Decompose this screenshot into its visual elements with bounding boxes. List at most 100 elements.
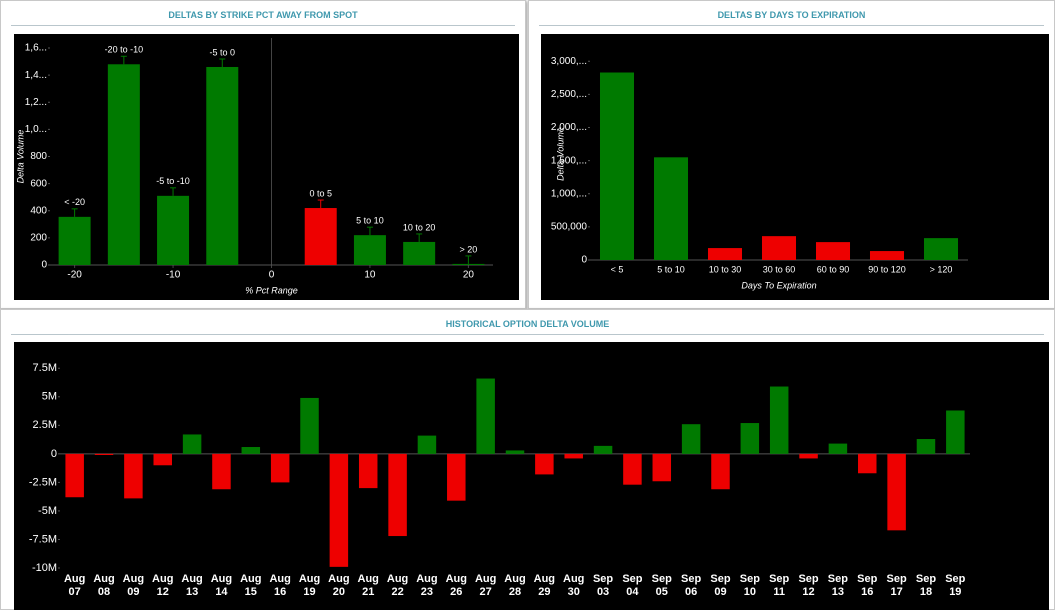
bar xyxy=(300,397,319,454)
bar xyxy=(358,453,378,489)
x-tick-label: Sep 12 xyxy=(798,573,819,598)
bar xyxy=(828,443,848,454)
bar xyxy=(916,439,936,454)
y-tick-label: -10M xyxy=(32,562,57,574)
y-tick-label: 0 xyxy=(51,448,57,460)
x-tick-label: Aug 23 xyxy=(416,573,438,598)
bar xyxy=(124,453,143,499)
bar xyxy=(740,423,760,454)
bar xyxy=(761,236,797,260)
x-tick-label: Aug 09 xyxy=(122,573,145,598)
bar xyxy=(107,64,140,266)
bar xyxy=(270,453,290,483)
y-tick-label: 1,2... xyxy=(25,97,47,108)
x-tick-label: 20 xyxy=(463,270,475,281)
x-tick-label: Aug 26 xyxy=(445,573,467,598)
bar xyxy=(182,434,202,454)
y-axis-title: Delta Volume xyxy=(15,130,25,184)
bar xyxy=(707,248,743,260)
x-tick-label: Sep 11 xyxy=(769,573,790,598)
bar xyxy=(206,66,239,265)
x-tick-label: Sep 09 xyxy=(710,573,731,598)
x-tick-label: Aug 29 xyxy=(533,573,556,598)
bar-label: 5 to 10 xyxy=(356,216,384,226)
bar xyxy=(353,235,386,265)
y-tick-label: -7.5M xyxy=(29,533,57,545)
bar xyxy=(923,238,959,260)
x-tick-label: 5 to 10 xyxy=(657,264,685,274)
bar xyxy=(564,453,583,459)
y-tick-label: 600 xyxy=(30,178,47,189)
x-tick-label: Aug 16 xyxy=(269,573,291,598)
bar xyxy=(212,453,231,490)
plot-area: 0 200 400 600 800 1,0... 1,2... 1,4... 1,6... Del… xyxy=(14,34,519,300)
x-tick-label: Aug 30 xyxy=(563,573,585,598)
bar xyxy=(447,453,466,501)
bar-label: -20 to -10 xyxy=(105,45,144,55)
x-tick-label: Sep 16 xyxy=(857,573,878,598)
chart: 02004006008001,0...1,2...1,4...1,6...Del… xyxy=(15,38,493,295)
y-tick-label: 2.5M xyxy=(33,419,57,431)
x-tick-label: Aug 12 xyxy=(152,573,174,598)
y-tick-label: 5M xyxy=(42,391,57,403)
x-tick-label: Aug 08 xyxy=(93,573,115,598)
y-tick-label: -2.5M xyxy=(29,476,57,488)
panel-title: DELTAS BY STRIKE PCT AWAY FROM SPOT xyxy=(11,10,515,26)
x-tick-label: Sep 03 xyxy=(592,573,614,598)
bar xyxy=(799,453,818,459)
bar xyxy=(815,242,851,260)
y-tick-label: 1,0... xyxy=(25,124,47,135)
x-tick-label: Aug 27 xyxy=(474,573,497,598)
plot-area: 0 500,000 1,000,... 1,500,... 2,000,... 2,500… xyxy=(541,34,1049,300)
y-tick-label: -5M xyxy=(38,505,57,517)
panel-title: DELTAS BY DAYS TO EXPIRATION xyxy=(539,10,1044,26)
x-tick-label: Aug 14 xyxy=(210,573,233,598)
bar xyxy=(94,453,114,456)
y-tick-label: 800 xyxy=(30,151,47,162)
x-tick-label: -20 xyxy=(67,270,82,281)
y-tick-label: 1,6... xyxy=(25,43,47,54)
bar-label: < -20 xyxy=(64,197,85,207)
y-tick-label: 500,000 xyxy=(551,222,588,233)
bar xyxy=(58,216,91,265)
x-tick-label: Aug 15 xyxy=(240,573,262,598)
x-tick-label: Aug 19 xyxy=(298,573,321,598)
x-tick-label: Sep 18 xyxy=(915,573,937,598)
bar xyxy=(452,263,485,265)
x-tick-label: 10 to 30 xyxy=(709,264,742,274)
y-tick-label: 1,4... xyxy=(25,70,47,81)
y-tick-label: 0 xyxy=(581,255,587,266)
x-tick-label: Aug 22 xyxy=(386,573,409,598)
bar xyxy=(505,450,525,454)
bar xyxy=(623,453,642,485)
bar xyxy=(946,410,965,454)
bar-label: 0 to 5 xyxy=(309,188,332,198)
x-tick-label: 90 to 120 xyxy=(868,264,906,274)
y-tick-label: 7.5M xyxy=(33,362,57,374)
x-axis-title: % Pct Range xyxy=(245,285,298,295)
bar xyxy=(652,453,672,482)
x-tick-label: Sep 13 xyxy=(827,573,848,598)
x-tick-label: 10 xyxy=(364,270,376,281)
bar-label: -5 to 0 xyxy=(210,47,236,57)
x-tick-label: Sep 19 xyxy=(945,573,966,598)
x-tick-label: < 5 xyxy=(611,264,624,274)
bar xyxy=(403,241,436,265)
bar xyxy=(388,453,407,537)
bar xyxy=(711,453,730,490)
y-tick-label: 1,500,... xyxy=(551,155,587,166)
chart: 0 500,000 1,000,... 1,500,... 2,000,... 2,500… xyxy=(551,56,968,290)
bar xyxy=(593,445,613,454)
x-tick-label: Sep 05 xyxy=(651,573,672,598)
bar xyxy=(476,378,495,454)
plot-area: -10M -7.5M -5M -2.5M 0 2.5M 5M 7.5M xyxy=(14,342,1049,610)
x-tick-label: Aug 07 xyxy=(63,573,86,598)
y-tick-label: 2,500,... xyxy=(551,89,587,100)
bar xyxy=(653,157,689,260)
x-tick-label: -10 xyxy=(166,270,181,281)
bar xyxy=(681,424,701,454)
bar-label: -5 to -10 xyxy=(156,176,190,186)
x-tick-label: Sep 06 xyxy=(681,573,702,598)
chart: -10M -7.5M -5M -2.5M 0 2.5M 5M 7.5M xyxy=(29,362,970,574)
